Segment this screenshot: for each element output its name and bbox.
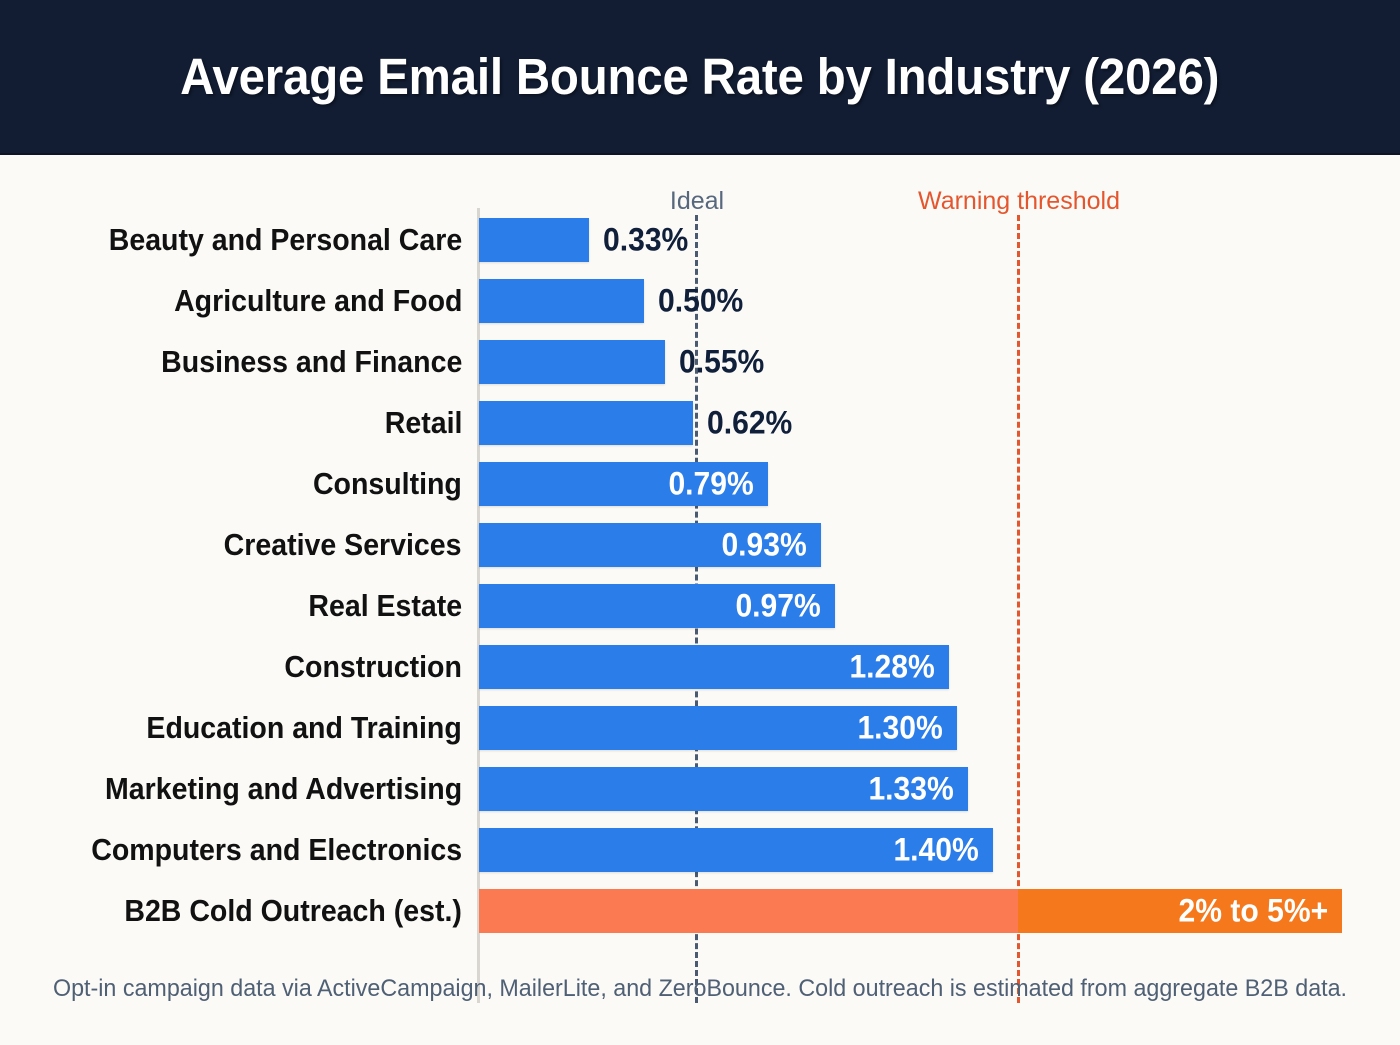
bar-value-label: 1.40% xyxy=(893,831,979,868)
warning-reference-line xyxy=(1017,215,1020,1003)
bar-value-label: 0.62% xyxy=(707,404,793,441)
category-label: B2B Cold Outreach (est.) xyxy=(124,893,462,928)
bar[interactable] xyxy=(479,645,949,689)
bar-value-label: 1.28% xyxy=(849,648,935,685)
table-row[interactable]: Agriculture and Food 0.50% xyxy=(0,279,1400,323)
table-row[interactable]: Consulting 0.79% xyxy=(0,462,1400,506)
bar-value-label: 1.30% xyxy=(857,709,943,746)
bar-wrapper xyxy=(479,340,665,384)
value-axis-line xyxy=(477,208,480,1003)
table-row[interactable]: Marketing and Advertising 1.33% xyxy=(0,767,1400,811)
table-row[interactable]: Creative Services 0.93% xyxy=(0,523,1400,567)
category-label: Consulting xyxy=(313,466,462,501)
bar-value-label: 0.93% xyxy=(721,526,807,563)
table-row[interactable]: Real Estate 0.97% xyxy=(0,584,1400,628)
bar-value-label: 1.33% xyxy=(868,770,954,807)
category-label: Business and Finance xyxy=(160,344,462,379)
category-label: Retail xyxy=(384,405,462,440)
category-label: Computers and Electronics xyxy=(91,832,462,867)
bar-segment-below-threshold[interactable] xyxy=(479,889,1018,933)
bar-value-label: 0.33% xyxy=(603,221,689,258)
bar-wrapper xyxy=(479,462,768,506)
category-label: Creative Services xyxy=(224,527,462,562)
bar-wrapper xyxy=(479,523,821,567)
bar-wrapper xyxy=(479,584,835,628)
table-row[interactable]: Construction 1.28% xyxy=(0,645,1400,689)
bar-value-label: 0.55% xyxy=(679,343,765,380)
chart-header: Average Email Bounce Rate by Industry (2… xyxy=(0,0,1400,155)
bar[interactable] xyxy=(479,584,835,628)
table-row[interactable]: Computers and Electronics 1.40% xyxy=(0,828,1400,872)
category-label: Construction xyxy=(284,649,462,684)
chart-plot-area: Ideal Warning threshold Beauty and Perso… xyxy=(0,155,1400,1045)
bar-wrapper xyxy=(479,645,949,689)
bar-wrapper xyxy=(479,401,693,445)
bar-wrapper xyxy=(479,218,589,262)
bar[interactable] xyxy=(479,462,768,506)
bar-segment-above-threshold[interactable] xyxy=(1018,889,1342,933)
category-label: Marketing and Advertising xyxy=(104,771,462,806)
table-row[interactable]: Beauty and Personal Care 0.33% xyxy=(0,218,1400,262)
bar-wrapper xyxy=(479,706,957,750)
bar-value-label: 2% to 5%+ xyxy=(1178,892,1328,929)
bar-wrapper xyxy=(479,828,993,872)
chart-footnote: Opt-in campaign data via ActiveCampaign,… xyxy=(52,975,1348,1002)
bar-wrapper xyxy=(479,279,644,323)
table-row[interactable]: Education and Training 1.30% xyxy=(0,706,1400,750)
ideal-reference-label: Ideal xyxy=(669,187,725,215)
bar[interactable] xyxy=(479,279,644,323)
category-label: Real Estate xyxy=(308,588,462,623)
table-row[interactable]: Retail 0.62% xyxy=(0,401,1400,445)
warning-reference-label: Warning threshold xyxy=(918,187,1120,215)
bar[interactable] xyxy=(479,828,993,872)
bar[interactable] xyxy=(479,706,957,750)
bar-wrapper xyxy=(479,767,968,811)
bar-value-label: 0.50% xyxy=(658,282,744,319)
bar[interactable] xyxy=(479,340,665,384)
category-label: Education and Training xyxy=(146,710,462,745)
page-title: Average Email Bounce Rate by Industry (2… xyxy=(180,48,1220,105)
table-row[interactable]: Business and Finance 0.55% xyxy=(0,340,1400,384)
bar-value-label: 0.97% xyxy=(735,587,821,624)
bar-value-label: 0.79% xyxy=(668,465,754,502)
bar[interactable] xyxy=(479,401,693,445)
category-label: Agriculture and Food xyxy=(173,283,462,318)
bar[interactable] xyxy=(479,767,968,811)
bar[interactable] xyxy=(479,523,821,567)
category-label: Beauty and Personal Care xyxy=(108,222,462,257)
bar-wrapper xyxy=(479,889,1342,933)
table-row[interactable]: B2B Cold Outreach (est.) 2% to 5%+ xyxy=(0,889,1400,933)
bar[interactable] xyxy=(479,218,589,262)
